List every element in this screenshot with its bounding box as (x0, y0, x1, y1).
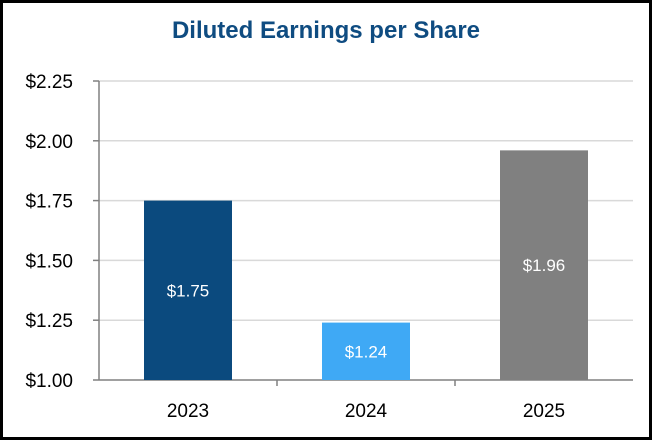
bar-chart: $1.00 $1.25 $1.50 $1.75 $2.00 $2.25 $1.75 2023 $… (25, 72, 633, 422)
y-tick-label: $2.00 (25, 132, 73, 153)
y-tick-label: $1.50 (25, 251, 73, 272)
y-tick-label: $1.25 (25, 311, 73, 332)
y-tick-label: $2.25 (25, 72, 73, 93)
x-tick-label: 2025 (523, 401, 565, 422)
bar-value-label: $1.96 (523, 256, 566, 275)
x-tick-label: 2023 (167, 401, 209, 422)
bar-2025 (500, 150, 588, 380)
bar-2023 (144, 200, 232, 380)
bar-2024 (322, 322, 410, 380)
y-tick-label: $1.00 (25, 371, 73, 392)
x-tick-label: 2024 (345, 401, 388, 422)
y-tick-label: $1.75 (25, 192, 73, 213)
chart-title: Diluted Earnings per Share (171, 17, 481, 44)
bar-value-label: $1.75 (167, 281, 210, 300)
bar-value-label: $1.24 (345, 342, 388, 361)
